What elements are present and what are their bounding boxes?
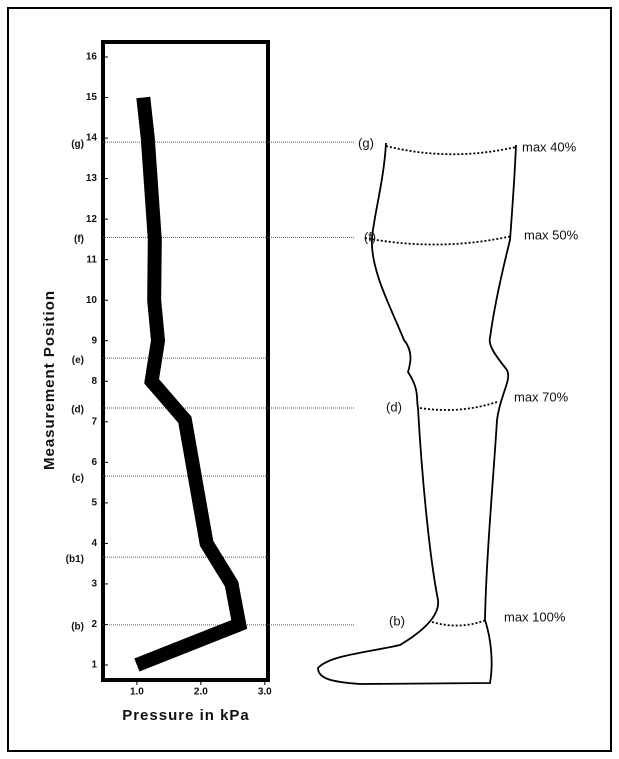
leg-label: (b) xyxy=(389,613,405,628)
leg-section xyxy=(431,619,487,627)
leg-note: max 100% xyxy=(504,609,566,624)
y-tick-label: 9 xyxy=(91,335,97,346)
leg-outline xyxy=(317,142,517,685)
plot-frame xyxy=(101,40,270,682)
y-tick-label: 6 xyxy=(91,457,97,468)
leg-note: max 70% xyxy=(514,389,569,404)
reference-label: (d) xyxy=(71,405,84,416)
pressure-line xyxy=(134,96,248,672)
y-tick-label: 3 xyxy=(91,579,97,590)
y-tick-label: 4 xyxy=(91,538,97,549)
reference-label: (b) xyxy=(71,622,84,633)
y-tick-label: 5 xyxy=(91,498,97,509)
y-tick-label: 13 xyxy=(86,173,98,184)
y-tick-label: 15 xyxy=(86,92,98,103)
reference-label: (b1) xyxy=(66,554,84,565)
reference-label: (f) xyxy=(74,234,84,245)
y-tick-label: 1 xyxy=(91,660,97,671)
x-axis-label: Pressure in kPa xyxy=(122,707,250,724)
reference-label: (c) xyxy=(72,473,84,484)
leg-note: max 40% xyxy=(522,139,577,154)
x-tick-label: 2.0 xyxy=(194,687,208,698)
leg-label: (d) xyxy=(386,399,402,414)
y-tick-label: 16 xyxy=(86,52,98,63)
leg-label: (g) xyxy=(358,135,374,150)
y-tick-label: 12 xyxy=(86,214,98,225)
leg-section xyxy=(385,145,517,156)
y-tick-label: 11 xyxy=(86,254,97,265)
leg-note: max 50% xyxy=(524,227,579,242)
leg-section xyxy=(364,235,513,246)
figure-border xyxy=(7,7,612,752)
x-tick-label: 1.0 xyxy=(130,687,144,698)
y-tick-label: 2 xyxy=(91,619,97,630)
leg-section xyxy=(419,401,498,411)
reference-label: (g) xyxy=(71,139,84,150)
y-tick-label: 7 xyxy=(91,416,97,427)
y-tick-label: 8 xyxy=(91,376,97,387)
y-tick-label: 10 xyxy=(86,295,98,306)
reference-label: (e) xyxy=(72,355,84,366)
leg-drawing xyxy=(317,142,517,685)
x-tick-label: 3.0 xyxy=(258,687,272,698)
y-axis-label: Measurement Position xyxy=(41,290,58,470)
y-tick-label: 14 xyxy=(86,133,98,144)
leg-label: (f) xyxy=(364,229,376,244)
